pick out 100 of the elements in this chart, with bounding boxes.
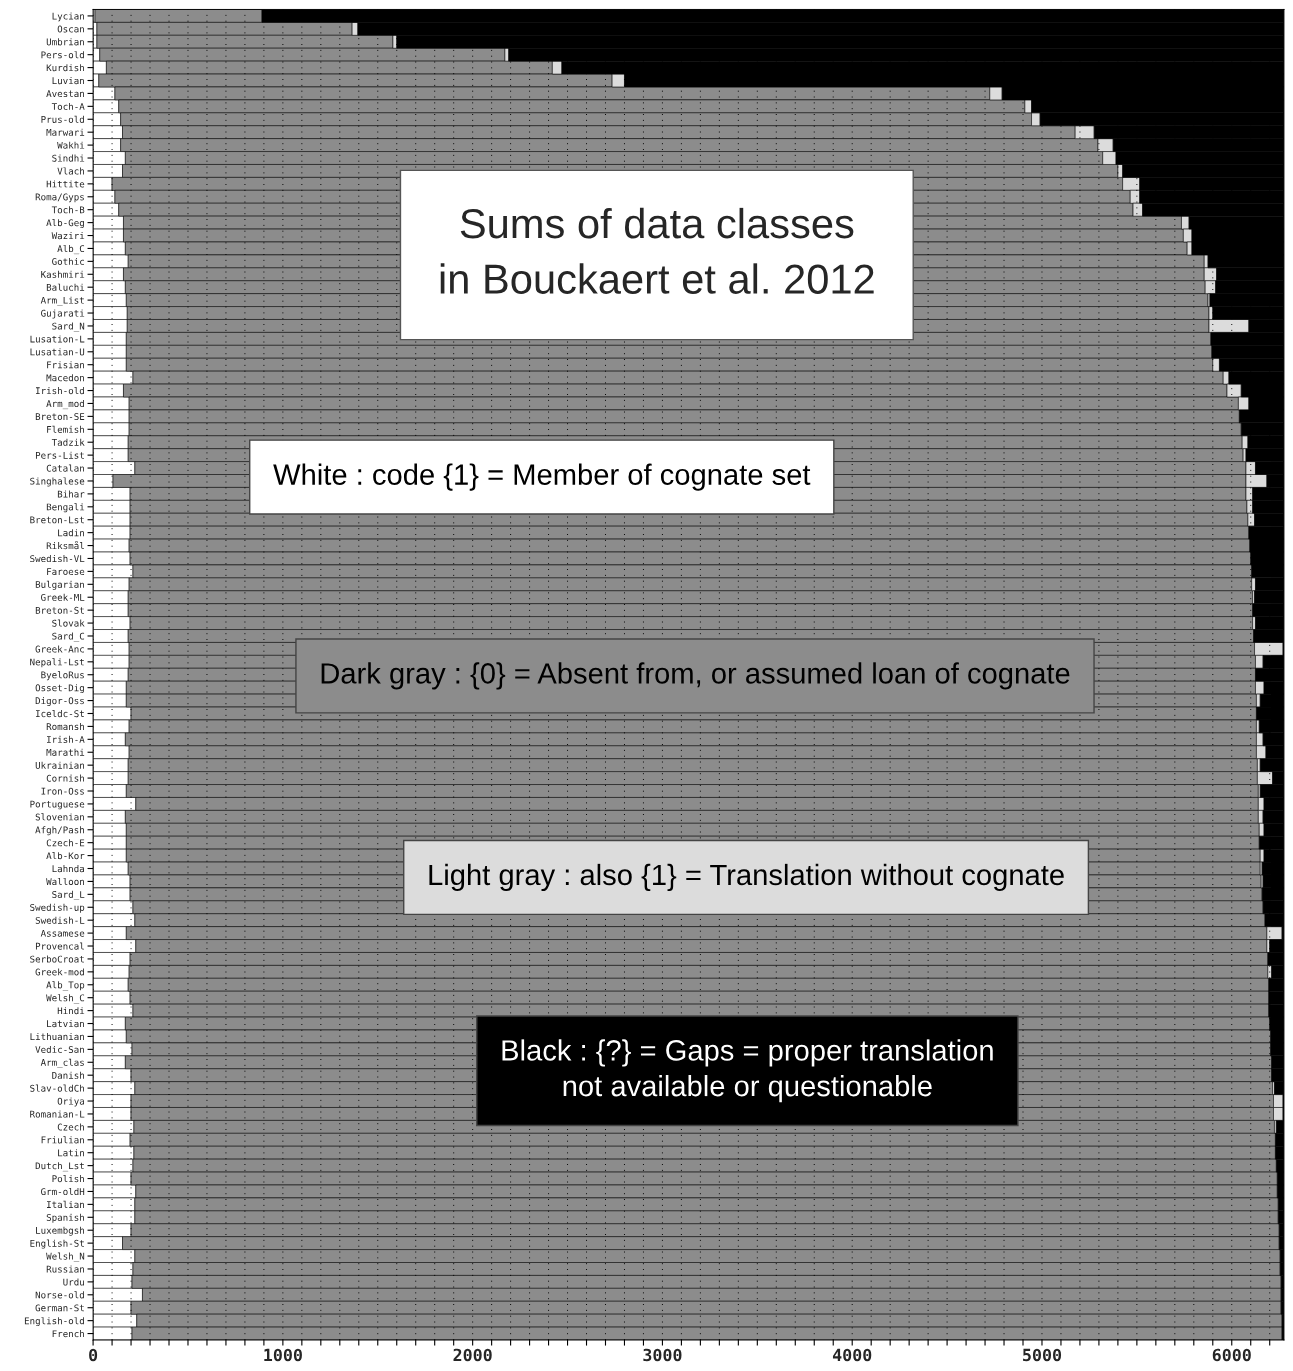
x-tick-label: 6000 bbox=[1212, 1348, 1251, 1362]
y-tick-label: Ladin bbox=[58, 529, 84, 537]
y-tick-label: Avestan bbox=[46, 90, 84, 98]
y-tick-label: Oscan bbox=[57, 25, 84, 33]
y-tick-label: Arm_mod bbox=[46, 399, 84, 410]
x-tick-label: 1000 bbox=[264, 1348, 302, 1362]
x-tick-label: 2000 bbox=[453, 1348, 492, 1362]
y-tick-label: Arm_List bbox=[40, 296, 84, 306]
annotation: Light gray : also {1} = Translation without cognate bbox=[429, 863, 1064, 892]
y-tick-label: Slovenian bbox=[35, 813, 84, 821]
y-tick-label: Marwari bbox=[46, 128, 85, 136]
y-tick-label: Flemish bbox=[47, 425, 84, 433]
y-tick-label: Lithuanian bbox=[30, 1032, 84, 1041]
annotation: Dark gray : {0} = Absent from, or assumed loan of cognate bbox=[321, 662, 1070, 690]
y-tick-label: Catalan bbox=[46, 464, 84, 472]
x-tick-label: 0 bbox=[89, 1348, 98, 1362]
y-tick-label: Vedic-San bbox=[35, 1045, 84, 1053]
y-tick-label: Pers-List bbox=[35, 451, 84, 459]
y-tick-label: SerboCroat bbox=[30, 955, 84, 963]
y-tick-label: Toch-A bbox=[51, 102, 85, 110]
y-tick-label: Iron-Oss bbox=[41, 787, 84, 795]
y-tick-label: Norse-old bbox=[35, 1291, 84, 1299]
y-tick-label: Baluchi bbox=[46, 283, 85, 291]
y-tick-label: Umbrian bbox=[46, 38, 84, 46]
y-tick-label: Pers-old bbox=[41, 51, 84, 59]
y-tick-label: Ukrainian bbox=[35, 761, 84, 769]
y-tick-label: Slovak bbox=[52, 619, 85, 627]
y-tick-label: Russian bbox=[46, 1265, 84, 1273]
y-tick-label: Spanish bbox=[46, 1213, 84, 1223]
y-tick-label: Portuguese bbox=[30, 800, 85, 810]
y-tick-label: Friulian bbox=[41, 1136, 84, 1144]
y-tick-label: Welsh_C bbox=[46, 994, 85, 1004]
y-tick-label: Riksmål bbox=[46, 541, 84, 550]
y-tick-label: Luvian bbox=[52, 77, 84, 85]
y-tick-label: Alb_Top bbox=[46, 981, 85, 991]
y-tick-label: Greek-ML bbox=[41, 593, 85, 601]
y-tick-label: Breton-Lst bbox=[30, 516, 84, 524]
y-tick-label: Czech-E bbox=[46, 839, 85, 847]
y-tick-label: Greek-Anc bbox=[35, 645, 84, 653]
y-tick-label: Faroese bbox=[47, 568, 85, 576]
y-tick-label: Digor-Oss bbox=[35, 697, 84, 707]
y-tick-label: Latvian bbox=[47, 1020, 84, 1028]
x-tick-label: 4000 bbox=[832, 1348, 872, 1362]
text: Sums of data classes in Bouckaert et al. 2012 bbox=[440, 207, 874, 294]
y-tick-label: Lycian bbox=[52, 12, 84, 22]
y-tick-label: Danish bbox=[52, 1071, 84, 1079]
y-tick-label: Greek-mod bbox=[35, 968, 84, 976]
y-tick-label: Frisian bbox=[47, 361, 84, 369]
y-tick-label: Afgh/Pash bbox=[35, 826, 84, 836]
y-tick-label: Provencal bbox=[35, 942, 84, 950]
y-tick-label: Romanian-L bbox=[30, 1110, 85, 1118]
y-tick-label: Sindhi bbox=[52, 154, 85, 162]
annotation: White : code {1} = Member of cognate set bbox=[273, 463, 811, 491]
y-tick-label: Kurdish bbox=[46, 64, 84, 72]
x-tick-label: 5000 bbox=[1023, 1348, 1062, 1362]
y-tick-label: Slav-oldCh bbox=[30, 1084, 84, 1092]
y-tick-label: English-St bbox=[30, 1239, 84, 1249]
y-tick-label: Welsh_N bbox=[46, 1252, 85, 1262]
y-tick-label: Alb-Geg bbox=[46, 219, 84, 229]
y-tick-label: Dutch_Lst bbox=[35, 1162, 84, 1172]
y-tick-label: Bengali bbox=[46, 503, 85, 513]
y-tick-label: Assamese bbox=[40, 929, 85, 937]
y-tick-label: Irish-old bbox=[35, 387, 84, 395]
y-tick-label: Prus-old bbox=[41, 115, 84, 123]
y-tick-label: Romansh bbox=[46, 722, 84, 731]
y-tick-label: Kashmiri bbox=[41, 270, 85, 278]
y-tick-label: Urdu bbox=[63, 1278, 84, 1286]
y-tick-label: Marathi bbox=[46, 748, 85, 756]
y-tick-label: Sard_L bbox=[52, 890, 85, 900]
y-tick-label: Irish-A bbox=[47, 735, 85, 743]
y-tick-label: Swedish-VL bbox=[30, 555, 85, 563]
y-tick-label: Sard_N bbox=[52, 322, 85, 332]
y-tick-label: Iceldc-St bbox=[35, 709, 84, 718]
y-tick-label: Walloon bbox=[46, 877, 84, 886]
y-tick-label: Lusation-L bbox=[30, 335, 85, 343]
y-tick-label: Lahnda bbox=[52, 865, 84, 873]
y-tick-label: Hindi bbox=[57, 1007, 85, 1015]
y-tick-label: Swedish-L bbox=[35, 916, 85, 924]
y-tick-label: Breton-St bbox=[35, 606, 84, 614]
y-tick-label: Toch-B bbox=[51, 206, 85, 214]
y-tick-label: Singhalese bbox=[30, 477, 85, 487]
y-tick-label: Cornish bbox=[46, 774, 84, 782]
y-tick-label: Bulgarian bbox=[35, 580, 84, 590]
y-tick-label: Alb_C bbox=[57, 244, 85, 255]
y-tick-label: Latin bbox=[58, 1149, 84, 1157]
y-tick-label: Vlach bbox=[57, 167, 84, 175]
y-tick-label: Luxembgsh bbox=[36, 1226, 84, 1236]
y-tick-label: Polish bbox=[52, 1175, 84, 1183]
y-tick-label: Swedish-up bbox=[30, 903, 85, 913]
y-tick-label: Gujarati bbox=[41, 309, 85, 319]
y-tick-label: Tadzik bbox=[51, 438, 85, 446]
y-tick-label: Bihar bbox=[57, 490, 85, 498]
y-tick-label: Arm_clas bbox=[40, 1058, 84, 1068]
y-tick-label: Wakhi bbox=[57, 141, 85, 149]
x-tick-label: 3000 bbox=[643, 1348, 682, 1362]
y-tick-label: Nepali-Lst bbox=[30, 658, 84, 668]
y-tick-label: ByeloRus bbox=[41, 671, 84, 681]
y-tick-label: Alb-Kor bbox=[46, 852, 85, 860]
y-tick-label: Roma/Gyps bbox=[35, 193, 84, 203]
y-tick-label: Osset-Dig bbox=[35, 684, 84, 694]
